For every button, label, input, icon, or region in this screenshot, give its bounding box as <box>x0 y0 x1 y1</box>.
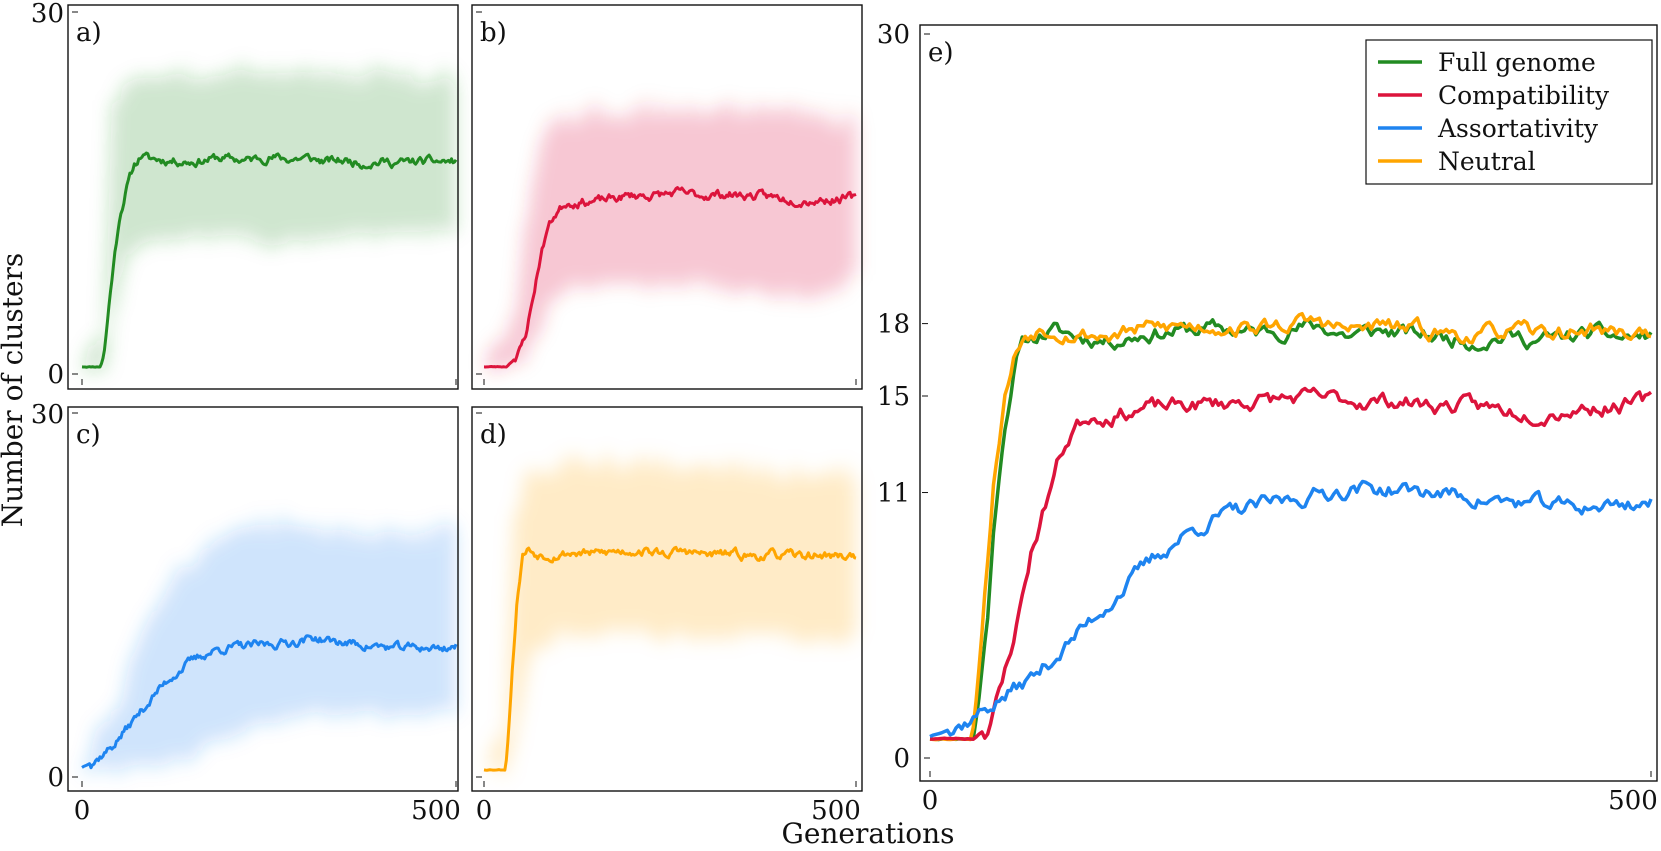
band-b <box>484 97 856 374</box>
x-tick-label: 500 <box>1608 786 1658 816</box>
line-d-neutral <box>483 545 857 772</box>
line-a-full-genome <box>81 151 458 369</box>
line-e-assortativity <box>929 479 1653 739</box>
frame-c <box>67 406 459 792</box>
y-tick-label: 11 <box>877 479 910 509</box>
legend-label: Full genome <box>1438 48 1596 77</box>
y-tick-label: 0 <box>47 360 64 390</box>
panel-e: e) 0 11 15 18 30 0 500 Full genome Compatibility A… <box>877 20 1658 816</box>
x-tick-label: 0 <box>74 796 91 826</box>
legend-label: Compatibility <box>1438 81 1610 110</box>
legend-label: Assortativity <box>1437 114 1599 143</box>
x-axis-label: Generations <box>781 817 954 850</box>
panel-c: c) 30 00 500 <box>31 400 461 826</box>
frame-d <box>471 406 863 792</box>
x-tick-label: 0 <box>922 786 939 816</box>
panel-label-b: b) <box>480 18 507 48</box>
panel-d: d) 0 500 <box>471 406 863 826</box>
line-b-compatibility <box>483 186 857 369</box>
frame-b <box>471 4 863 390</box>
x-tick-label: 500 <box>811 796 861 826</box>
panel-a: a) 30 0 <box>31 0 459 390</box>
y-tick-label: 15 <box>877 382 910 412</box>
line-c-assortativity <box>81 634 458 770</box>
frame-a <box>67 4 459 390</box>
panel-b: b) <box>471 4 863 390</box>
y-tick-label: 0 <box>893 744 910 774</box>
panel-label-d: d) <box>480 420 507 450</box>
y-tick-label: 0 <box>47 763 64 793</box>
panel-label-c: c) <box>76 420 101 450</box>
line-e-neutral <box>929 311 1652 742</box>
frame-e <box>919 24 1658 782</box>
line-e-compatibility <box>929 386 1653 741</box>
panel-label-e: e) <box>928 38 954 68</box>
y-axis-label: Number of clusters <box>0 253 29 528</box>
band-a <box>82 60 456 374</box>
band-d <box>484 448 856 777</box>
x-tick-label: 0 <box>476 796 493 826</box>
x-tick-label: 500 <box>411 796 461 826</box>
y-tick-label: 30 <box>31 0 64 29</box>
y-tick-label: 18 <box>877 310 910 340</box>
y-tick-label: 30 <box>877 20 910 50</box>
y-tick-label: 30 <box>31 400 64 430</box>
panel-label-a: a) <box>76 18 102 48</box>
legend-label: Neutral <box>1438 147 1536 176</box>
